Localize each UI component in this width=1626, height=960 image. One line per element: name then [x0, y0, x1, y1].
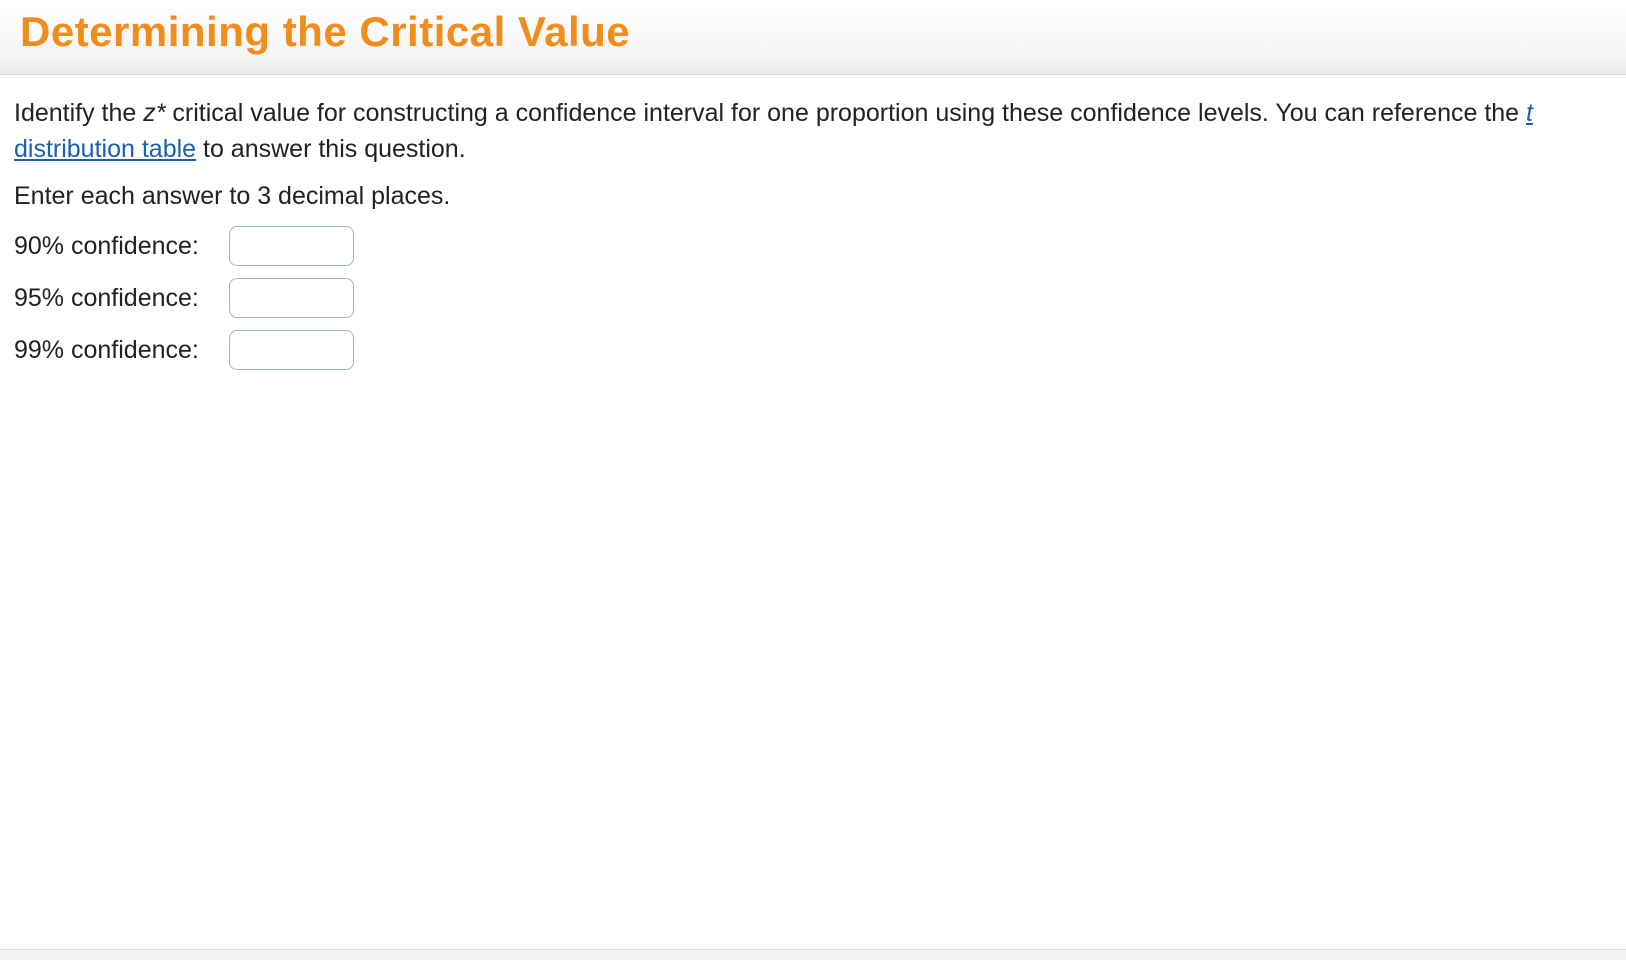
text-mid: critical value for constructing a confid… — [165, 99, 1526, 127]
link-t-letter: t — [1526, 99, 1533, 127]
confidence-row-99: 99% confidence: — [14, 330, 1612, 370]
confidence-row-95: 95% confidence: — [14, 278, 1612, 318]
footer-divider — [0, 949, 1626, 960]
confidence-input-99[interactable] — [229, 330, 354, 370]
instruction-line-2: Enter each answer to 3 decimal places. — [14, 178, 1612, 214]
link-rest: distribution table — [14, 135, 196, 163]
text-prefix: Identify the — [14, 99, 143, 127]
confidence-row-90: 90% confidence: — [14, 226, 1612, 266]
page-title: Determining the Critical Value — [20, 8, 1606, 56]
question-content: Identify the z* critical value for const… — [0, 75, 1626, 392]
confidence-input-95[interactable] — [229, 278, 354, 318]
confidence-label-99: 99% confidence: — [14, 332, 229, 368]
page-header: Determining the Critical Value — [0, 0, 1626, 75]
confidence-input-90[interactable] — [229, 226, 354, 266]
text-suffix: to answer this question. — [196, 135, 466, 163]
confidence-label-95: 95% confidence: — [14, 280, 229, 316]
confidence-label-90: 90% confidence: — [14, 228, 229, 264]
z-star-symbol: z* — [143, 99, 165, 127]
instruction-line-1: Identify the z* critical value for const… — [14, 95, 1612, 168]
